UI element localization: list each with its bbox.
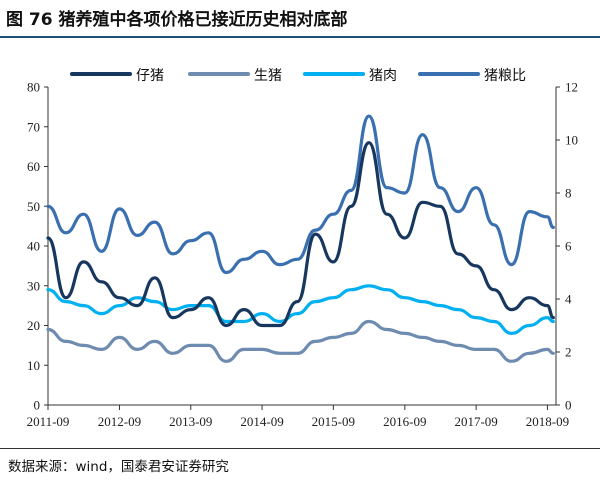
chart-legend: 仔猪 生猪 猪肉 猪粮比	[70, 68, 526, 84]
y-right-tick-label: 4	[565, 292, 572, 307]
y-right-tick-label: 12	[565, 80, 578, 95]
y-left-tick-label: 60	[27, 159, 40, 174]
x-tick-label: 2018-09	[526, 414, 569, 429]
x-tick-label: 2014-09	[240, 414, 283, 429]
y-left-tick-label: 40	[27, 239, 40, 254]
footer-divider	[0, 448, 600, 449]
series-line-piglet	[46, 141, 555, 328]
legend-label: 猪肉	[369, 68, 397, 84]
y-right-tick-label: 2	[565, 345, 572, 360]
y-left-tick-label: 50	[27, 199, 40, 214]
legend-label: 生猪	[254, 68, 282, 84]
figure-title-bar: 图 76 猪养殖中各项价格已接近历史相对底部	[0, 0, 600, 34]
x-tick-label: 2016-09	[383, 414, 426, 429]
legend-label: 猪粮比	[484, 68, 526, 84]
title-divider	[0, 36, 600, 38]
legend-item-hog: 生猪	[188, 68, 282, 84]
legend-item-ratio: 猪粮比	[418, 68, 526, 84]
y-left-tick-label: 20	[27, 318, 40, 333]
y-left-tick-label: 10	[27, 358, 40, 373]
y-right-tick-label: 8	[565, 186, 572, 201]
line-chart: 0 10 20 30 40 50 60 70 80 0 2 4 6 8 10 12 2011-09 2012-09…	[27, 68, 578, 430]
x-tick-label: 2012-09	[98, 414, 141, 429]
y-left-tick-label: 0	[34, 398, 41, 413]
y-right-tick-label: 10	[565, 133, 578, 148]
y-left-tick-label: 70	[27, 119, 40, 134]
y-left-tick-label: 80	[27, 80, 40, 95]
series-line-hog	[46, 319, 555, 363]
series-line-pork	[46, 284, 555, 335]
series-line-ratio	[46, 114, 555, 275]
chart-series-layer	[46, 114, 555, 363]
y-right-tick-label: 6	[565, 239, 572, 254]
x-tick-label: 2015-09	[312, 414, 355, 429]
data-source-note: 数据来源：wind，国泰君安证券研究	[8, 459, 229, 475]
chart-axes: 0 10 20 30 40 50 60 70 80 0 2 4 6 8 10 12 2011-09 2012-09…	[27, 80, 578, 430]
x-tick-label: 2011-09	[27, 414, 70, 429]
x-tick-label: 2017-09	[454, 414, 497, 429]
legend-item-piglet: 仔猪	[70, 68, 164, 84]
y-left-tick-label: 30	[27, 278, 40, 293]
y-right-tick-label: 0	[565, 398, 572, 413]
legend-item-pork: 猪肉	[303, 68, 397, 84]
x-tick-label: 2013-09	[169, 414, 212, 429]
legend-label: 仔猪	[136, 68, 164, 84]
figure-title: 图 76 猪养殖中各项价格已接近历史相对底部	[6, 10, 348, 30]
